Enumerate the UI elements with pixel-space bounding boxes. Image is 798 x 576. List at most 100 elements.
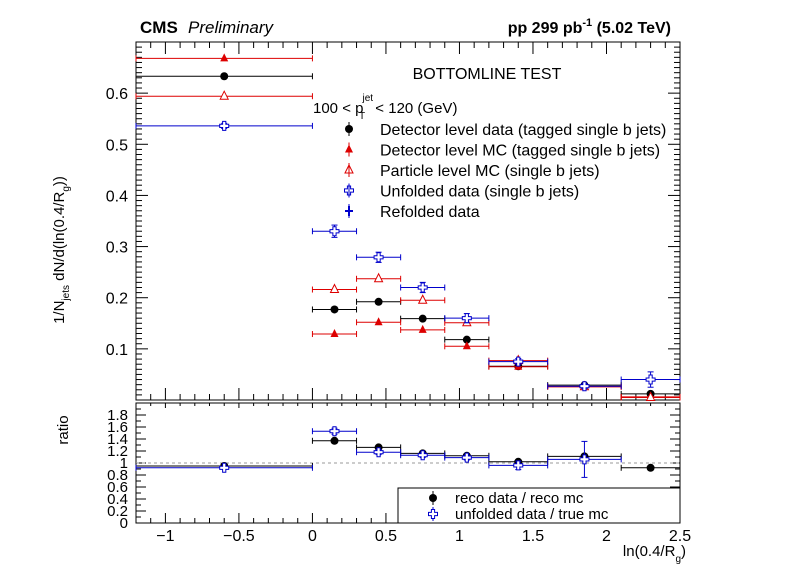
ratio-series-1-point bbox=[417, 450, 428, 461]
x-tick-label: 1.5 bbox=[522, 528, 544, 545]
ratio-series-1-point bbox=[373, 447, 384, 458]
y-tick-label-ratio: 0.8 bbox=[107, 467, 128, 484]
ratio-series-1-point bbox=[329, 426, 340, 437]
pt-cut-pre: 100 < p bbox=[313, 100, 363, 117]
ratio-series-1-point bbox=[513, 460, 524, 471]
experiment-label: CMS bbox=[140, 18, 178, 37]
distribution-panel: 0.1 0.2 0.3 0.4 0.5 0.6 BOTTOMLINE TEST 100 <… bbox=[51, 41, 681, 401]
pt-cut-sup: jet bbox=[361, 93, 373, 104]
series-3-point bbox=[373, 252, 384, 263]
x-tick-label: 2 bbox=[602, 528, 611, 545]
legend-label-4: Refolded data bbox=[380, 204, 480, 221]
distribution-axes: 0.1 0.2 0.3 0.4 0.5 0.6 bbox=[106, 41, 681, 401]
ylabel-part-c: )) bbox=[51, 176, 68, 186]
ratio-y-axis-label: ratio bbox=[55, 415, 72, 444]
series-3-point bbox=[579, 381, 590, 392]
ylabel-part-a-sub: jets bbox=[61, 285, 72, 302]
series-2-point bbox=[417, 294, 428, 304]
ratio-panel: −1 −0.5 0 0.5 1 1.5 2 2.500.20.40.60.811.21.41.… bbox=[55, 402, 691, 565]
series-0-point bbox=[374, 297, 383, 306]
y-tick-label-ratio: 1.4 bbox=[107, 431, 128, 448]
ylabel-part-b: dN/d(ln(0.4/R bbox=[51, 191, 68, 285]
series-0-point bbox=[462, 335, 471, 344]
ratio-series-0-point bbox=[330, 436, 339, 445]
ratio-series-1-point bbox=[461, 452, 472, 463]
y-tick-label-ratio: 1.8 bbox=[107, 407, 128, 424]
x-tick-label: −0.5 bbox=[223, 528, 255, 545]
ratio-legend-box bbox=[397, 487, 681, 524]
legend-label-2: Particle level MC (single b jets) bbox=[380, 163, 600, 180]
distribution-legend: Detector level data (tagged single b jet… bbox=[344, 122, 666, 221]
ylabel-part-a: 1/N bbox=[51, 301, 68, 324]
series-2-point bbox=[645, 391, 656, 401]
series-1-point bbox=[330, 329, 339, 338]
series-0-point bbox=[220, 72, 229, 81]
plot-title: BOTTOMLINE TEST bbox=[413, 66, 562, 83]
series-3-point bbox=[417, 282, 428, 293]
y-tick-label-top: 0.4 bbox=[106, 188, 128, 205]
y-tick-label-ratio: 1 bbox=[120, 455, 128, 472]
y-tick-label-ratio: 0.2 bbox=[107, 503, 128, 520]
ratio-legend-item-0: reco data / reco mc bbox=[429, 490, 584, 507]
legend-item-4: Refolded data bbox=[345, 204, 480, 221]
series-2-point bbox=[373, 272, 384, 283]
series-3-point bbox=[219, 120, 230, 131]
ratio-series-0-point bbox=[646, 463, 655, 472]
y-tick-label-top: 0.3 bbox=[106, 240, 128, 257]
ratio-legend-label-0: reco data / reco mc bbox=[455, 490, 584, 507]
legend-label-3: Unfolded data (single b jets) bbox=[380, 184, 579, 201]
legend-item-2: Particle level MC (single b jets) bbox=[344, 163, 600, 180]
lumi-exponent: -1 bbox=[582, 17, 592, 29]
y-tick-label-top: 0.5 bbox=[106, 137, 128, 154]
xlabel-pre: ln(0.4/R bbox=[623, 543, 676, 560]
y-tick-label-ratio: 0.4 bbox=[107, 491, 128, 508]
xlabel-post: ) bbox=[681, 543, 686, 560]
x-tick-label: 1 bbox=[455, 528, 464, 545]
lumi-suffix: (5.02 TeV) bbox=[592, 20, 671, 37]
y-tick-label-ratio: 0 bbox=[120, 515, 128, 532]
ratio-legend-item-1: unfolded data / true mc bbox=[428, 506, 609, 523]
legend-item-3: Unfolded data (single b jets) bbox=[344, 183, 579, 201]
legend-label-1: Detector level MC (tagged single b jets) bbox=[380, 143, 660, 160]
pt-cut-label: 100 < pjet T < 120 (GeV) bbox=[313, 93, 457, 122]
ratio-legend-marker-1 bbox=[428, 509, 438, 519]
x-tick-label: 0.5 bbox=[375, 528, 397, 545]
xlabel-sub: g bbox=[675, 554, 681, 565]
legend-item-0: Detector level data (tagged single b jet… bbox=[345, 122, 666, 139]
ratio-axes: −1 −0.5 0 0.5 1 1.5 2 2.500.20.40.60.811.21.41.… bbox=[107, 403, 691, 545]
distribution-y-axis-label: 1/Njets dN/d(ln(0.4/Rg)) bbox=[51, 176, 72, 324]
series-3-point bbox=[513, 356, 524, 367]
x-tick-label: 0 bbox=[308, 528, 317, 545]
series-1-point bbox=[418, 324, 427, 333]
ratio-legend-label-1: unfolded data / true mc bbox=[455, 506, 609, 523]
x-tick-label: 2.5 bbox=[669, 528, 691, 545]
x-axis-label: ln(0.4/Rg) bbox=[623, 543, 686, 565]
y-tick-label-top: 0.1 bbox=[106, 342, 128, 359]
y-tick-label-ratio: 0.6 bbox=[107, 479, 128, 496]
ratio-series-1-point bbox=[579, 454, 590, 465]
legend-item-1: Detector level MC (tagged single b jets) bbox=[345, 142, 660, 160]
lumi-prefix: pp 299 pb bbox=[508, 20, 583, 37]
y-tick-label-top: 0.2 bbox=[106, 291, 128, 308]
series-0-point bbox=[418, 314, 427, 323]
lumi-label: pp 299 pb-1 (5.02 TeV) bbox=[508, 17, 671, 37]
series-1-point bbox=[220, 53, 229, 62]
series-2-point bbox=[219, 90, 230, 100]
pt-cut-post: < 120 (GeV) bbox=[371, 100, 457, 117]
ylabel-part-b-sub: g bbox=[61, 186, 72, 192]
pt-cut-sub: T bbox=[359, 111, 365, 122]
series-3-point bbox=[645, 374, 656, 385]
series-3-point bbox=[329, 226, 340, 237]
distribution-marks bbox=[135, 53, 681, 401]
x-tick-label: −1 bbox=[156, 528, 174, 545]
series-3-point bbox=[461, 313, 472, 324]
y-tick-label-ratio: 1.6 bbox=[107, 419, 128, 436]
series-0-point bbox=[330, 305, 339, 314]
series-1-point bbox=[374, 317, 383, 326]
ratio-marks bbox=[135, 426, 681, 478]
y-tick-label-ratio: 1.2 bbox=[107, 443, 128, 460]
series-1-point bbox=[462, 341, 471, 350]
ratio-legend-marker-0 bbox=[429, 494, 437, 502]
